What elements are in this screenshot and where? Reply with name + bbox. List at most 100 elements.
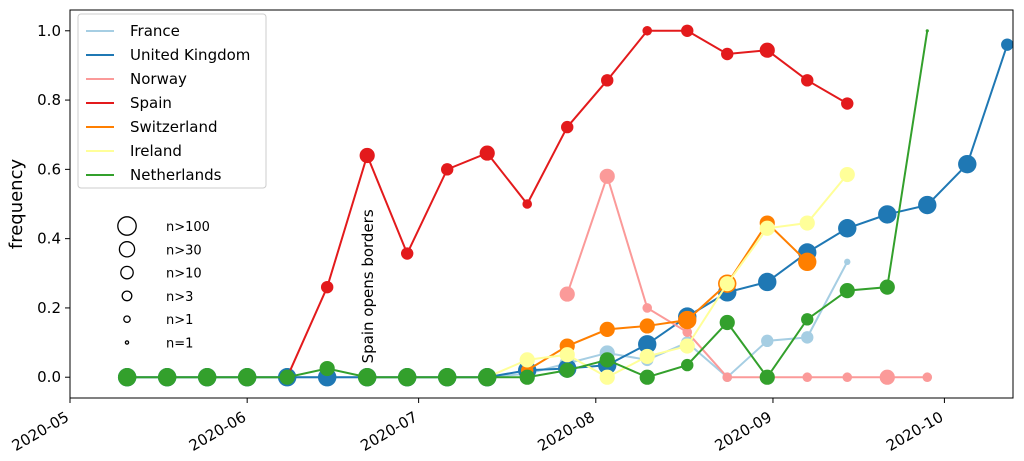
axes-frame: [69, 9, 1014, 399]
y-tick-label: 0.0: [37, 368, 61, 386]
size-label: n>100: [166, 220, 210, 235]
legend-label: Spain: [130, 94, 172, 112]
legend-item: Switzerland: [86, 118, 218, 136]
legend-item: France: [86, 22, 180, 40]
data-point: [599, 321, 615, 338]
data-point: [359, 147, 375, 164]
data-point: [681, 358, 694, 372]
data-point: [682, 327, 693, 337]
plot-area: [117, 24, 1014, 387]
data-point: [802, 372, 813, 383]
size-label: n>10: [166, 267, 202, 282]
data-point: [599, 168, 615, 184]
data-point: [719, 314, 735, 331]
data-point: [237, 368, 257, 387]
data-point: [879, 369, 895, 385]
data-point: [721, 47, 734, 61]
data-point: [357, 368, 377, 387]
y-axis-label: frequency: [6, 159, 27, 250]
data-point: [639, 369, 655, 385]
size-marker: [121, 290, 133, 302]
data-point: [519, 352, 535, 368]
data-point: [844, 258, 851, 266]
data-point: [922, 372, 933, 383]
x-tick-label: 2020-09: [712, 408, 775, 455]
data-point: [197, 368, 217, 387]
data-point: [758, 272, 777, 292]
legend: France United Kingdom Norway Spain Switzerla…: [77, 13, 267, 189]
data-point: [799, 215, 815, 231]
data-point: [522, 199, 533, 209]
data-point: [681, 24, 694, 37]
legend-label: France: [130, 22, 180, 40]
data-point: [400, 247, 414, 260]
data-point: [838, 219, 857, 238]
data-point: [1001, 38, 1014, 51]
data-point: [679, 338, 695, 354]
data-point: [639, 348, 655, 365]
size-marker: [117, 216, 137, 236]
size-label: n>3: [166, 290, 193, 305]
data-point: [719, 276, 735, 292]
data-point: [642, 25, 653, 36]
data-point: [319, 360, 335, 377]
data-point: [879, 279, 895, 295]
legend-item: United Kingdom: [86, 46, 250, 64]
x-tick-label: 2020-05: [9, 408, 72, 455]
y-tick-label: 0.2: [37, 299, 61, 317]
size-label: n>1: [166, 313, 193, 328]
size-marker: [124, 340, 130, 345]
x-tick-label: 2020-08: [535, 408, 598, 455]
data-point: [798, 252, 817, 272]
data-point: [561, 120, 574, 134]
data-point: [642, 303, 653, 313]
series-norway: [559, 168, 933, 385]
size-label: n>30: [166, 243, 202, 258]
size-legend: n>100 n>30 n>10 n>3 n>1 n=1: [117, 216, 210, 352]
data-point: [759, 42, 775, 58]
size-marker: [123, 315, 131, 324]
series-france: [117, 258, 851, 387]
data-point: [839, 166, 855, 183]
x-tick-label: 2020-10: [883, 408, 946, 455]
legend-label: Ireland: [130, 142, 182, 160]
data-point: [397, 368, 417, 387]
legend-label: Norway: [130, 70, 187, 88]
legend-box: [77, 13, 267, 189]
size-label: n=1: [166, 337, 193, 352]
data-point: [958, 154, 977, 174]
data-point: [320, 280, 334, 294]
series-line: [127, 261, 849, 379]
data-point: [801, 331, 814, 344]
legend-item: Ireland: [86, 142, 182, 160]
annotation-label: Spain opens borders: [359, 209, 377, 363]
data-point: [918, 195, 937, 215]
legend-label: United Kingdom: [130, 46, 250, 64]
data-point: [117, 368, 137, 387]
series-spain: [285, 24, 854, 379]
data-point: [441, 163, 454, 176]
size-marker: [120, 265, 134, 280]
data-point: [801, 313, 814, 326]
data-point: [678, 310, 697, 330]
data-point: [599, 352, 615, 368]
x-tick-label: 2020-06: [186, 408, 249, 455]
y-tick-label: 1.0: [37, 22, 61, 40]
legend-label: Netherlands: [130, 166, 222, 184]
data-point: [559, 347, 575, 363]
data-point: [801, 74, 814, 87]
data-point: [638, 335, 657, 354]
data-point: [559, 286, 575, 302]
data-point: [842, 372, 853, 383]
y-tick-label: 0.6: [37, 160, 61, 178]
legend-item: Netherlands: [86, 166, 222, 184]
y-tick-label: 0.8: [37, 91, 61, 109]
data-point: [761, 334, 774, 348]
data-point: [841, 97, 854, 110]
series-line: [486, 173, 849, 379]
data-point: [839, 283, 855, 299]
series-line: [566, 173, 928, 379]
size-marker: [118, 241, 136, 258]
